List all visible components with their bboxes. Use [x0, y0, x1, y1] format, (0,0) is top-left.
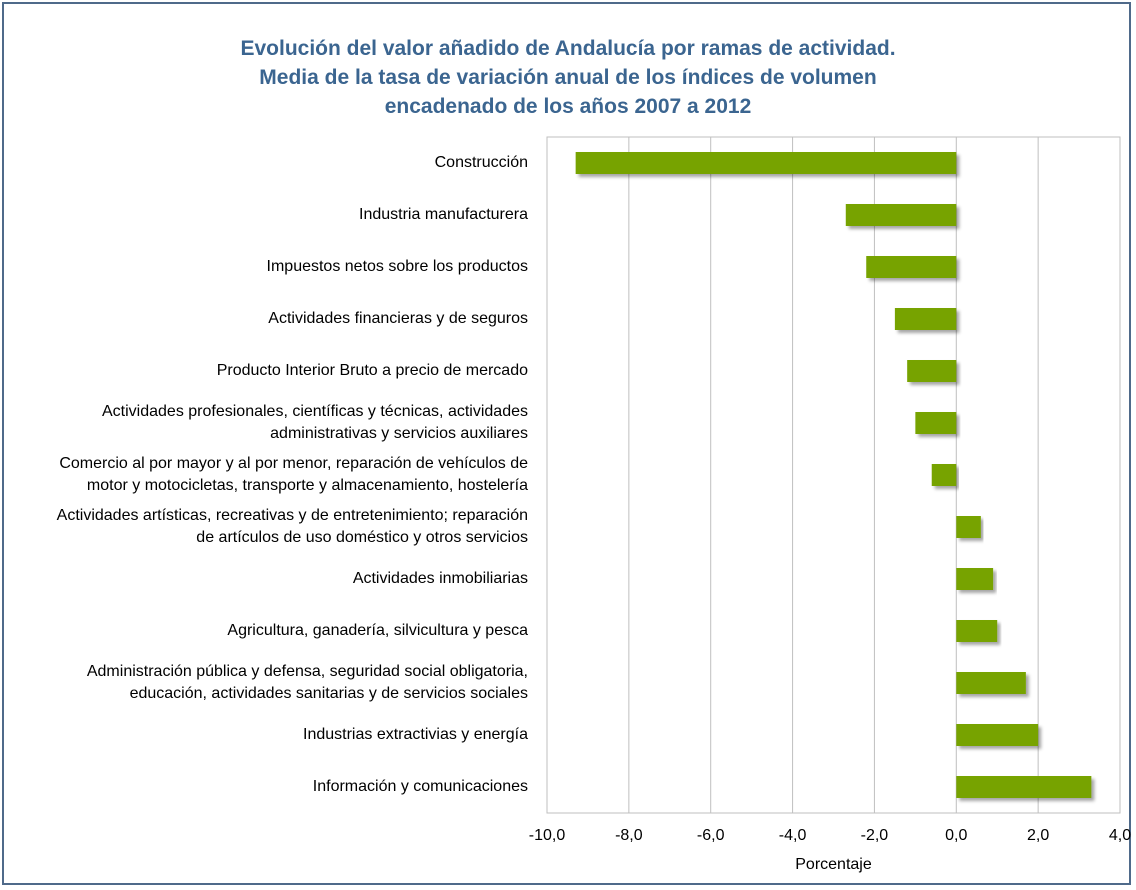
- y-tick-label: Actividades profesionales, científicas y…: [102, 403, 528, 442]
- bar: [931, 464, 957, 486]
- y-tick-label: Información y comunicaciones: [312, 778, 528, 795]
- y-tick-label: Administración pública y defensa, seguri…: [86, 663, 528, 702]
- y-tick-label: Construcción: [434, 154, 528, 171]
- y-tick-label: Actividades artísticas, recreativas y de…: [56, 507, 528, 546]
- bar: [894, 308, 957, 330]
- x-tick-label: 2,0: [1027, 827, 1049, 844]
- bar: [845, 204, 957, 226]
- y-tick-label: Actividades financieras y de seguros: [268, 310, 528, 327]
- bar: [956, 568, 994, 590]
- x-tick-label: 0,0: [945, 827, 967, 844]
- bar: [956, 776, 1092, 798]
- x-tick-label: -8,0: [615, 827, 643, 844]
- bar: [956, 516, 981, 538]
- bar: [575, 152, 957, 174]
- x-tick-label: -2,0: [861, 827, 889, 844]
- bar: [956, 672, 1026, 694]
- bar: [956, 620, 998, 642]
- x-tick-label: -10,0: [529, 827, 566, 844]
- y-tick-label: Impuestos netos sobre los productos: [266, 258, 528, 275]
- bar: [866, 256, 957, 278]
- bar: [907, 360, 957, 382]
- x-tick-label: -4,0: [779, 827, 807, 844]
- y-tick-label: Actividades inmobiliarias: [352, 570, 528, 587]
- y-tick-label: Producto Interior Bruto a precio de merc…: [216, 362, 528, 379]
- y-tick-label: Industrias extractivias y energía: [303, 726, 528, 743]
- x-axis-label: Porcentaje: [795, 856, 872, 873]
- bar: [956, 724, 1039, 746]
- x-tick-label: -6,0: [697, 827, 725, 844]
- chart-title: Evolución del valor añadido de Andalucía…: [240, 37, 896, 118]
- y-tick-label: Industria manufacturera: [359, 206, 528, 223]
- plot-area: [546, 136, 1121, 814]
- bar: [915, 412, 957, 434]
- x-tick-label: 4,0: [1109, 827, 1131, 844]
- y-tick-label: Agricultura, ganadería, silvicultura y p…: [227, 622, 528, 639]
- y-tick-label: Comercio al por mayor y al por menor, re…: [59, 455, 528, 494]
